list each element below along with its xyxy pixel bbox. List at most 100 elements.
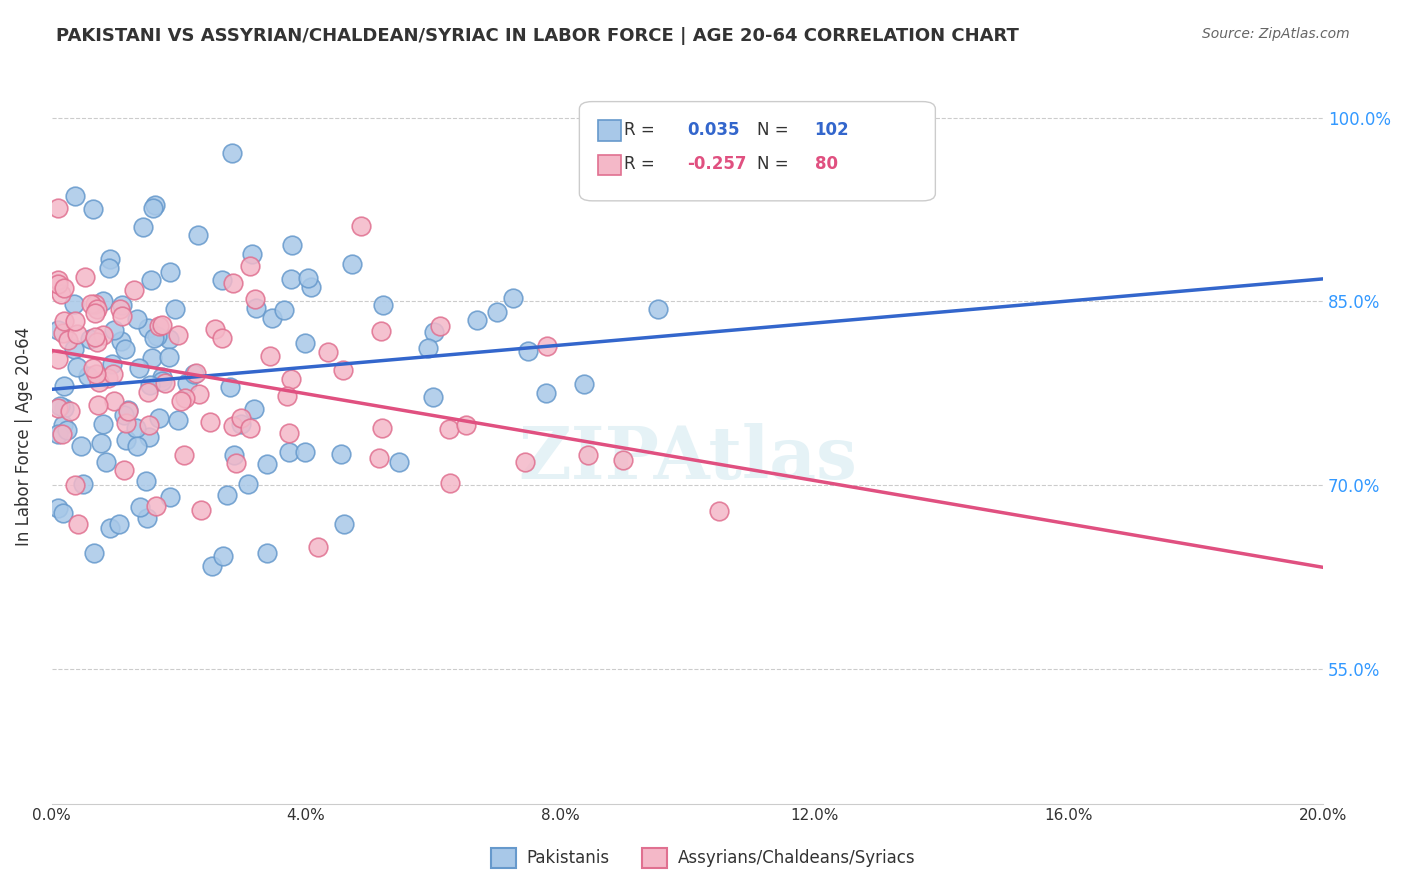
Point [612, 453, 634, 467]
Point [297, 271, 319, 285]
Point [371, 298, 394, 312]
Point [217, 488, 239, 502]
FancyBboxPatch shape [579, 102, 935, 201]
Point [125, 420, 148, 434]
Point [502, 292, 524, 306]
Point [211, 331, 233, 345]
Point [150, 370, 173, 384]
Point [280, 372, 302, 386]
Point [294, 445, 316, 459]
Point [280, 272, 302, 286]
Point [576, 448, 599, 462]
Point [125, 439, 148, 453]
Point [117, 403, 139, 417]
Point [83, 546, 105, 560]
Point [53, 401, 76, 415]
Text: 102: 102 [814, 120, 849, 138]
Point [418, 342, 440, 356]
Point [83, 297, 105, 311]
Text: N =: N = [758, 155, 789, 173]
Point [63, 297, 86, 311]
Point [299, 280, 322, 294]
Point [69, 439, 91, 453]
Text: -0.257: -0.257 [688, 155, 747, 173]
Point [97, 261, 120, 276]
Text: N =: N = [758, 120, 789, 138]
Point [256, 546, 278, 560]
Point [146, 328, 169, 343]
Point [87, 375, 110, 389]
Text: R =: R = [624, 120, 655, 138]
Point [148, 411, 170, 425]
Point [84, 368, 107, 382]
Point [513, 455, 536, 469]
Point [198, 416, 221, 430]
Point [97, 371, 120, 385]
Point [150, 318, 173, 333]
Point [329, 447, 352, 461]
Point [52, 314, 75, 328]
Point [58, 333, 80, 347]
Point [340, 257, 363, 271]
Point [222, 419, 245, 434]
Point [66, 359, 89, 374]
Point [143, 331, 166, 345]
Point [128, 360, 150, 375]
Point [90, 436, 112, 450]
Text: 80: 80 [814, 155, 838, 173]
Point [188, 386, 211, 401]
Point [262, 310, 284, 325]
Point [107, 516, 129, 531]
Point [239, 420, 262, 434]
Point [536, 338, 558, 352]
Point [56, 423, 79, 437]
Point [49, 399, 72, 413]
Point [108, 301, 131, 316]
Point [219, 380, 242, 394]
Point [242, 247, 264, 261]
Point [51, 427, 73, 442]
Point [211, 273, 233, 287]
Point [63, 342, 86, 356]
Point [100, 252, 122, 266]
Point [368, 451, 391, 466]
Point [110, 334, 132, 349]
Point [65, 478, 87, 492]
Point [65, 326, 87, 341]
Point [112, 408, 135, 422]
Point [72, 476, 94, 491]
Point [59, 404, 82, 418]
Point [114, 342, 136, 356]
Point [167, 327, 190, 342]
Point [159, 491, 181, 505]
Point [83, 330, 105, 344]
Point [94, 455, 117, 469]
Point [115, 417, 138, 431]
Point [176, 376, 198, 390]
Point [229, 410, 252, 425]
Point [79, 333, 101, 347]
Point [294, 335, 316, 350]
Point [132, 219, 155, 234]
Text: R =: R = [624, 155, 655, 173]
Point [159, 265, 181, 279]
Point [100, 358, 122, 372]
Point [46, 427, 69, 442]
Point [46, 323, 69, 337]
Point [536, 385, 558, 400]
Point [350, 219, 373, 233]
Point [46, 273, 69, 287]
Point [52, 417, 75, 432]
Point [574, 376, 596, 391]
Point [256, 457, 278, 471]
Point [91, 417, 114, 432]
Point [439, 475, 461, 490]
Point [114, 434, 136, 448]
Point [100, 521, 122, 535]
Point [276, 389, 298, 403]
Point [277, 445, 299, 459]
Point [454, 417, 477, 432]
Point [388, 455, 411, 469]
Point [145, 499, 167, 513]
Point [112, 463, 135, 477]
